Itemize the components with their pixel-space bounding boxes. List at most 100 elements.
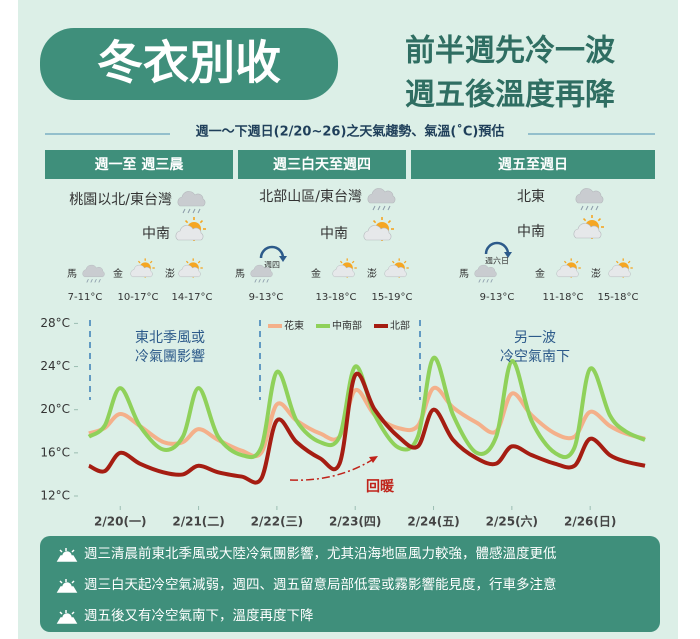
annotation: 冷氣團影響 [135,348,205,365]
sun-ray [372,219,377,224]
rain-drop [98,279,101,283]
cloud [332,264,355,278]
weather-icon [178,258,203,278]
note-icon [56,610,78,624]
weather-icon [384,258,409,278]
annotation: 回暖 [366,478,395,495]
subtitle: 週一～下週日(2/20~26)之天氣趨勢、氣溫(˚C)預估 [196,124,505,140]
island-name: 澎 [591,268,601,280]
region-label: 北部山區/東台灣 [259,189,362,205]
rain-drop [372,205,376,211]
cloud [175,225,204,241]
legend-label: 北部 [390,319,410,332]
cloud [474,264,497,278]
weather-icon [130,258,155,278]
rain-drop [262,279,265,283]
rain-drop [266,279,269,283]
sun-ray [184,219,189,224]
island-name: 金 [311,267,321,280]
note: 週五後又有冷空氣南下，溫度再度下降 [84,608,314,624]
sun-ray [403,260,407,264]
sun-ray [339,260,343,264]
turn-arrow [484,241,510,255]
y-tick-label: 16°C [40,445,70,459]
island-name: 金 [535,267,545,280]
rain-drop [377,205,381,211]
sun-ray [597,217,602,222]
rain-drop [382,205,386,211]
y-tick-label: 24°C [40,359,70,373]
rain-drop [254,279,257,283]
period-header [411,150,655,179]
island-temp: 14-17°C [171,292,212,303]
annotation: 東北季風或 [135,330,205,346]
y-tick-label: 28°C [40,316,70,330]
island-name: 馬 [235,268,245,280]
weather-icon [332,258,357,278]
rain-drop [192,208,196,214]
background [18,0,678,639]
weather-icon [575,188,604,211]
weather-icon [82,264,105,283]
title-box [40,28,338,100]
x-tick-label: 2/26(日) [564,515,616,529]
cloud [575,188,604,204]
region-label: 北東 [517,189,545,205]
note: 週三白天起冷空氣減弱，週四、週五留意局部低雲或霧影響能見度，行車多注意 [84,576,557,593]
sun-ray [582,217,587,222]
y-tick-label: 20°C [40,402,70,416]
island-temp: 11-18°C [542,292,583,303]
warming-arrow [289,459,373,481]
x-tick-label: 2/20(一) [94,515,146,529]
weather-icon [177,191,206,214]
rain-drop [482,279,485,283]
arrow-head [504,252,512,258]
rain-drop [590,205,594,211]
sun-ray [197,260,201,264]
annotation: 冷空氣南下 [500,349,570,365]
cloud [250,264,273,278]
weather-icon [608,258,633,278]
arrow-head [279,256,287,262]
legend-label: 花東 [284,319,304,332]
sun-ray [137,260,141,264]
cloud [384,264,407,278]
sun-ray [575,260,579,264]
weather-icon [474,264,497,283]
cloud [130,264,153,278]
rain-drop [585,205,589,211]
island-name: 金 [113,267,123,280]
island-name: 澎 [165,268,175,280]
series-line [88,371,646,485]
arrow-head [369,456,378,463]
sun-ray [391,260,395,264]
region-label: 桃園以北/東台灣 [69,192,172,208]
region-label: 中南 [142,226,170,242]
legend-label: 中南部 [332,319,362,332]
sun-ray [615,260,619,264]
x-tick-label: 2/24(五) [407,515,459,529]
sun-ray [199,219,204,224]
period-title: 週一至 週三晨 [95,157,185,173]
rain-drop [90,279,93,283]
rain-drop [486,279,489,283]
island-temp: 9-13°C [249,292,284,303]
annotation: 另一波 [514,330,556,346]
island-name: 澎 [367,268,377,280]
y-tick-label: 12°C [40,489,70,503]
notes-box [40,536,660,632]
island-name: 馬 [67,268,77,280]
rain-drop [387,205,391,211]
island-temp: 15-19°C [371,292,412,303]
region-label: 中南 [517,224,545,240]
cloud [367,188,396,204]
title: 冬衣別收 [97,36,281,90]
period-header [45,150,233,179]
weather-icon [573,215,604,239]
rain-drop [258,279,261,283]
weather-icon [367,188,396,211]
cloud [178,264,201,278]
rain-drop [478,279,481,283]
island-temp: 9-13°C [480,292,515,303]
turn-arrow [259,245,285,259]
